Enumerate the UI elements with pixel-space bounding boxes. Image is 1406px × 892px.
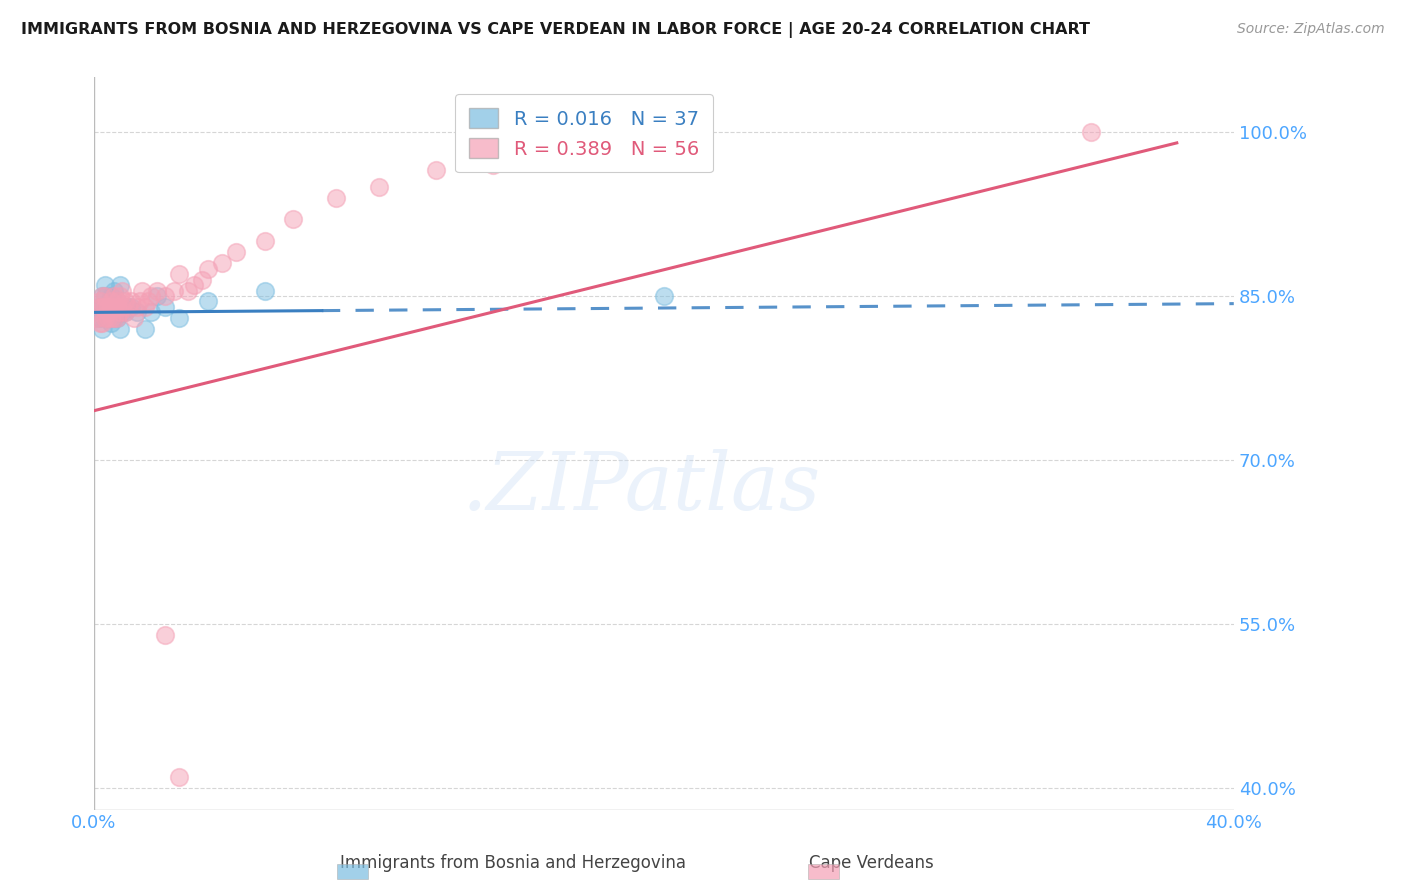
Point — [91, 300, 114, 314]
Point — [94, 289, 117, 303]
Point — [145, 284, 167, 298]
Point — [211, 256, 233, 270]
Point — [89, 294, 111, 309]
Point — [367, 179, 389, 194]
Point — [225, 245, 247, 260]
Text: Cape Verdeans: Cape Verdeans — [810, 855, 934, 872]
Point — [191, 272, 214, 286]
Point — [111, 300, 134, 314]
Text: Immigrants from Bosnia and Herzegovina: Immigrants from Bosnia and Herzegovina — [340, 855, 686, 872]
Point — [253, 235, 276, 249]
Point — [128, 294, 150, 309]
Point — [120, 300, 142, 314]
Point — [100, 305, 122, 319]
Point — [117, 300, 139, 314]
Point — [97, 310, 120, 325]
Point — [108, 289, 131, 303]
Point — [94, 300, 117, 314]
Point — [108, 305, 131, 319]
Point — [105, 294, 128, 309]
Point — [111, 300, 134, 314]
Point — [89, 300, 111, 314]
Point — [197, 261, 219, 276]
Point — [153, 289, 176, 303]
Point — [177, 284, 200, 298]
Point — [134, 300, 156, 314]
Point — [89, 316, 111, 330]
Point — [131, 284, 153, 298]
Point — [100, 300, 122, 314]
Point — [114, 294, 136, 309]
Point — [91, 289, 114, 303]
Point — [114, 305, 136, 319]
Point — [111, 305, 134, 319]
Point — [97, 305, 120, 319]
Point — [103, 300, 125, 314]
Point — [103, 310, 125, 325]
Point — [136, 294, 159, 309]
Point — [125, 300, 148, 314]
Point — [105, 294, 128, 309]
Point — [103, 289, 125, 303]
Point — [111, 284, 134, 298]
Point — [86, 310, 108, 325]
Point — [100, 294, 122, 309]
Point — [139, 305, 162, 319]
Point — [153, 628, 176, 642]
Point — [117, 300, 139, 314]
Point — [100, 300, 122, 314]
Point — [325, 191, 347, 205]
Point — [103, 300, 125, 314]
Point — [183, 278, 205, 293]
Point — [91, 300, 114, 314]
Point — [97, 305, 120, 319]
Point — [169, 267, 191, 281]
Point — [105, 310, 128, 325]
Point — [169, 310, 191, 325]
Point — [100, 316, 122, 330]
Point — [108, 278, 131, 293]
Point — [89, 300, 111, 314]
Point — [145, 289, 167, 303]
Legend: R = 0.016   N = 37, R = 0.389   N = 56: R = 0.016 N = 37, R = 0.389 N = 56 — [456, 95, 713, 172]
Point — [120, 294, 142, 309]
Point — [97, 300, 120, 314]
Point — [105, 300, 128, 314]
Point — [425, 163, 447, 178]
Point — [253, 284, 276, 298]
Point — [94, 289, 117, 303]
Point — [283, 212, 305, 227]
Point — [139, 289, 162, 303]
Point — [652, 289, 675, 303]
Point — [94, 278, 117, 293]
Point — [169, 770, 191, 784]
Text: IMMIGRANTS FROM BOSNIA AND HERZEGOVINA VS CAPE VERDEAN IN LABOR FORCE | AGE 20-2: IMMIGRANTS FROM BOSNIA AND HERZEGOVINA V… — [21, 22, 1090, 38]
Point — [86, 310, 108, 325]
Point — [103, 310, 125, 325]
Point — [94, 300, 117, 314]
Point — [94, 310, 117, 325]
Text: Source: ZipAtlas.com: Source: ZipAtlas.com — [1237, 22, 1385, 37]
Point — [91, 316, 114, 330]
Point — [91, 322, 114, 336]
Point — [114, 305, 136, 319]
Point — [134, 322, 156, 336]
Point — [103, 284, 125, 298]
Point — [97, 300, 120, 314]
Point — [125, 305, 148, 319]
Point — [122, 310, 145, 325]
Point — [197, 294, 219, 309]
Point — [97, 310, 120, 325]
Point — [163, 284, 186, 298]
Point — [1080, 125, 1102, 139]
Point — [100, 310, 122, 325]
Point — [89, 310, 111, 325]
Text: .ZIPatlas: .ZIPatlas — [461, 449, 821, 526]
Point — [482, 158, 505, 172]
Point — [100, 289, 122, 303]
Point — [108, 322, 131, 336]
Point — [105, 310, 128, 325]
Point — [91, 289, 114, 303]
Point — [153, 300, 176, 314]
